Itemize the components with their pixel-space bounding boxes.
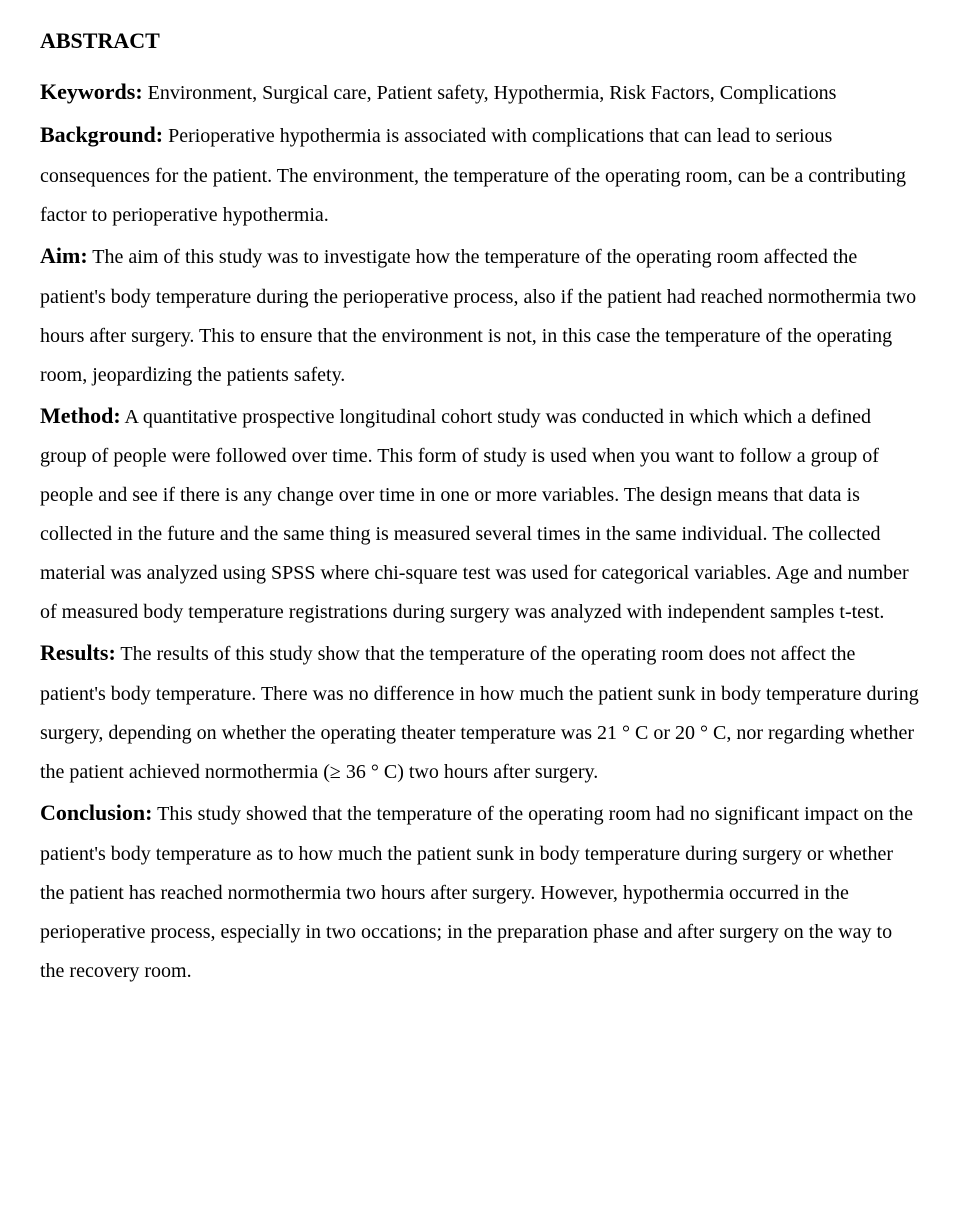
abstract-title: ABSTRACT [40, 20, 920, 63]
method-label: Method: [40, 403, 121, 428]
abstract-body: Keywords: Environment, Surgical care, Pa… [40, 71, 920, 991]
background-text: Perioperative hypothermia is associated … [40, 125, 906, 226]
keywords-text: Environment, Surgical care, Patient safe… [143, 82, 837, 104]
results-label: Results: [40, 640, 116, 665]
conclusion-text: This study showed that the temperature o… [40, 803, 913, 982]
conclusion-label: Conclusion: [40, 800, 152, 825]
results-text: The results of this study show that the … [40, 643, 919, 783]
method-text: A quantitative prospective longitudinal … [40, 406, 909, 624]
keywords-label: Keywords: [40, 79, 143, 104]
aim-label: Aim: [40, 243, 88, 268]
aim-text: The aim of this study was to investigate… [40, 246, 916, 386]
background-label: Background: [40, 122, 163, 147]
